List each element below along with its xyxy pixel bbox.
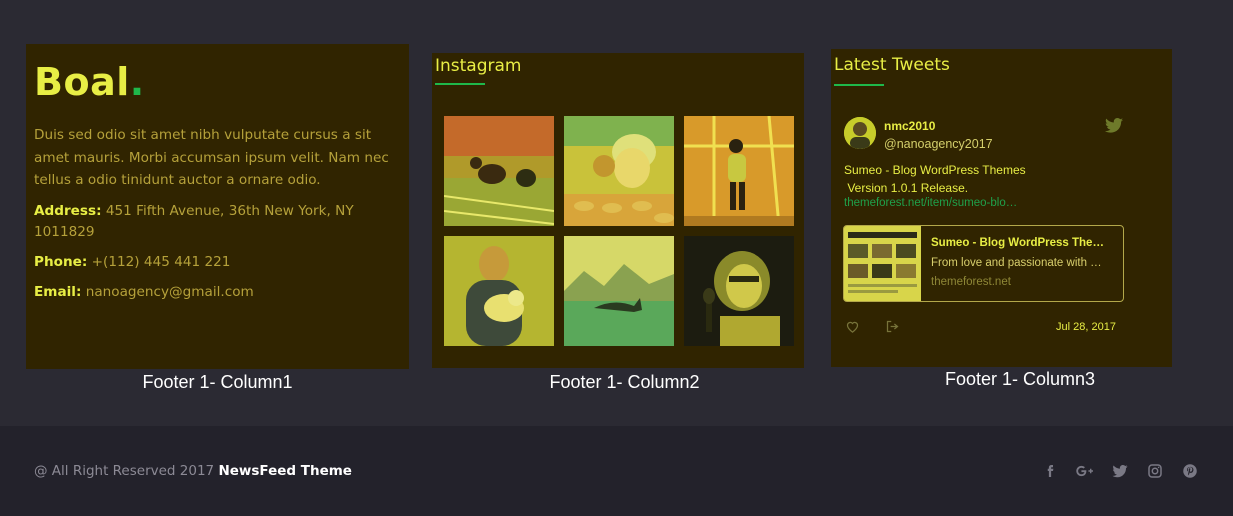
tweet-link[interactable]: themeforest.net/item/sumeo-blo… <box>844 197 1018 209</box>
brand-logo[interactable]: Boal. <box>34 58 401 106</box>
column2-caption: Footer 1- Column2 <box>549 372 700 392</box>
woman-with-microphone-photo[interactable] <box>684 236 794 346</box>
tweet-avatar[interactable] <box>844 117 876 149</box>
tweet-author-handle[interactable]: @nanoagency2017 <box>884 137 993 151</box>
about-text: Duis sed odio sit amet nibh vulputate cu… <box>34 127 389 188</box>
instagram-grid <box>444 116 794 346</box>
share-icon[interactable] <box>885 319 900 334</box>
brand-name: Boal <box>34 60 130 104</box>
athlete-on-track-photo[interactable] <box>684 116 794 226</box>
brand-dot: . <box>129 60 145 104</box>
card-description: From love and passionate with … <box>931 257 1102 269</box>
phone-row: Phone: +(112) 445 441 221 <box>34 252 401 273</box>
email-row: Email: nanoagency@gmail.com <box>34 282 401 303</box>
title-underline <box>834 84 884 86</box>
address-row: Address: 451 Fifth Avenue, 36th New York… <box>34 201 401 243</box>
copyright-text: @ All Right Reserved 2017 NewsFeed Theme <box>34 463 352 479</box>
address-value: 451 Fifth Avenue, 36th New York, NY 1011… <box>34 202 354 240</box>
facebook-icon[interactable] <box>1041 462 1059 480</box>
copyright-label: @ All Right Reserved 2017 <box>34 463 215 479</box>
email-value[interactable]: nanoagency@gmail.com <box>85 283 254 300</box>
latest-tweets-title: Latest Tweets <box>834 55 950 75</box>
footer-column-1: Boal. Duis sed odio sit amet nibh vulput… <box>26 44 409 369</box>
phone-label: Phone: <box>34 253 88 270</box>
card-domain: themeforest.net <box>931 276 1011 288</box>
phone-value: +(112) 445 441 221 <box>91 253 231 270</box>
footer-bottom-bar: @ All Right Reserved 2017 NewsFeed Theme <box>0 426 1233 516</box>
column3-caption: Footer 1- Column3 <box>944 369 1096 389</box>
sprinters-at-start-photo[interactable] <box>444 116 554 226</box>
twitter-bird-icon[interactable] <box>1105 118 1123 133</box>
twitter-icon[interactable] <box>1111 462 1129 480</box>
tweet-date[interactable]: Jul 28, 2017 <box>1056 321 1116 333</box>
tweet-author-name[interactable]: nmc2010 <box>884 119 936 133</box>
tweet-text: Sumeo - Blog WordPress Themes Version 1.… <box>844 163 1026 195</box>
footer-column-3: Latest Tweets nmc2010 @nanoagency2017 Su… <box>831 49 1172 367</box>
column1-caption: Footer 1- Column1 <box>142 372 293 392</box>
instagram-icon[interactable] <box>1146 462 1164 480</box>
man-holding-puppy-photo[interactable] <box>444 236 554 346</box>
chef-with-cookies-photo[interactable] <box>564 116 674 226</box>
google-plus-icon[interactable] <box>1075 462 1095 480</box>
instagram-title: Instagram <box>435 56 522 76</box>
whale-tail-lake-photo[interactable] <box>564 236 674 346</box>
card-thumbnail <box>844 226 921 301</box>
theme-name-link[interactable]: NewsFeed Theme <box>218 463 352 479</box>
footer-column-2: Instagram <box>432 53 804 368</box>
pinterest-icon[interactable] <box>1181 462 1199 480</box>
like-heart-icon[interactable] <box>845 319 860 334</box>
tweet-link-card[interactable]: Sumeo - Blog WordPress The… From love an… <box>843 225 1124 302</box>
card-title: Sumeo - Blog WordPress The… <box>931 237 1104 249</box>
address-label: Address: <box>34 202 102 219</box>
email-label: Email: <box>34 283 82 300</box>
title-underline <box>435 83 485 85</box>
